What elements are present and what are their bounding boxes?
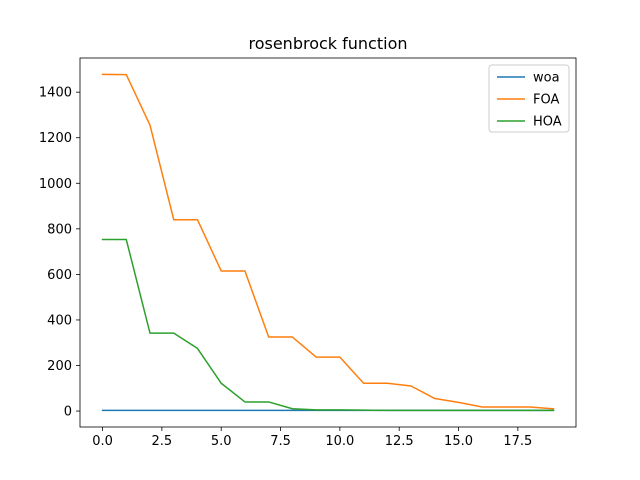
axes-layer: 0.0 2.5 5.0 7.5 10.0 12.5 15.0 17.5 0 200 400 600 80… (39, 57, 577, 449)
series-line-foa (101, 73, 555, 410)
axes-frame (79, 57, 577, 428)
y-tick-label: 400 (47, 313, 72, 328)
legend: woa FOA HOA (488, 64, 570, 133)
y-tick-label: 600 (47, 268, 72, 283)
legend-box (488, 64, 570, 133)
series-line-hoa (101, 238, 555, 412)
y-tick-label: 0 (64, 405, 72, 420)
y-tick-label: 800 (47, 222, 72, 237)
chart-title: rosenbrock function (248, 34, 407, 53)
series-layer (101, 73, 555, 412)
legend-label-hoa: HOA (533, 115, 562, 130)
x-tick-label: 10.0 (325, 434, 354, 449)
legend-label-woa: woa (533, 71, 560, 86)
legend-label-foa: FOA (533, 93, 559, 108)
x-tick-label: 5.0 (211, 434, 232, 449)
x-tick-label: 17.5 (503, 434, 532, 449)
y-tick-label: 1000 (39, 177, 72, 192)
x-tick-label: 15.0 (444, 434, 473, 449)
x-tick-label: 2.5 (152, 434, 173, 449)
y-tick-label: 200 (47, 359, 72, 374)
y-tick-label: 1200 (39, 131, 72, 146)
x-tick-label: 7.5 (270, 434, 291, 449)
x-tick-label: 12.5 (385, 434, 414, 449)
y-tick-label: 1400 (39, 86, 72, 101)
x-tick-label: 0.0 (92, 434, 113, 449)
